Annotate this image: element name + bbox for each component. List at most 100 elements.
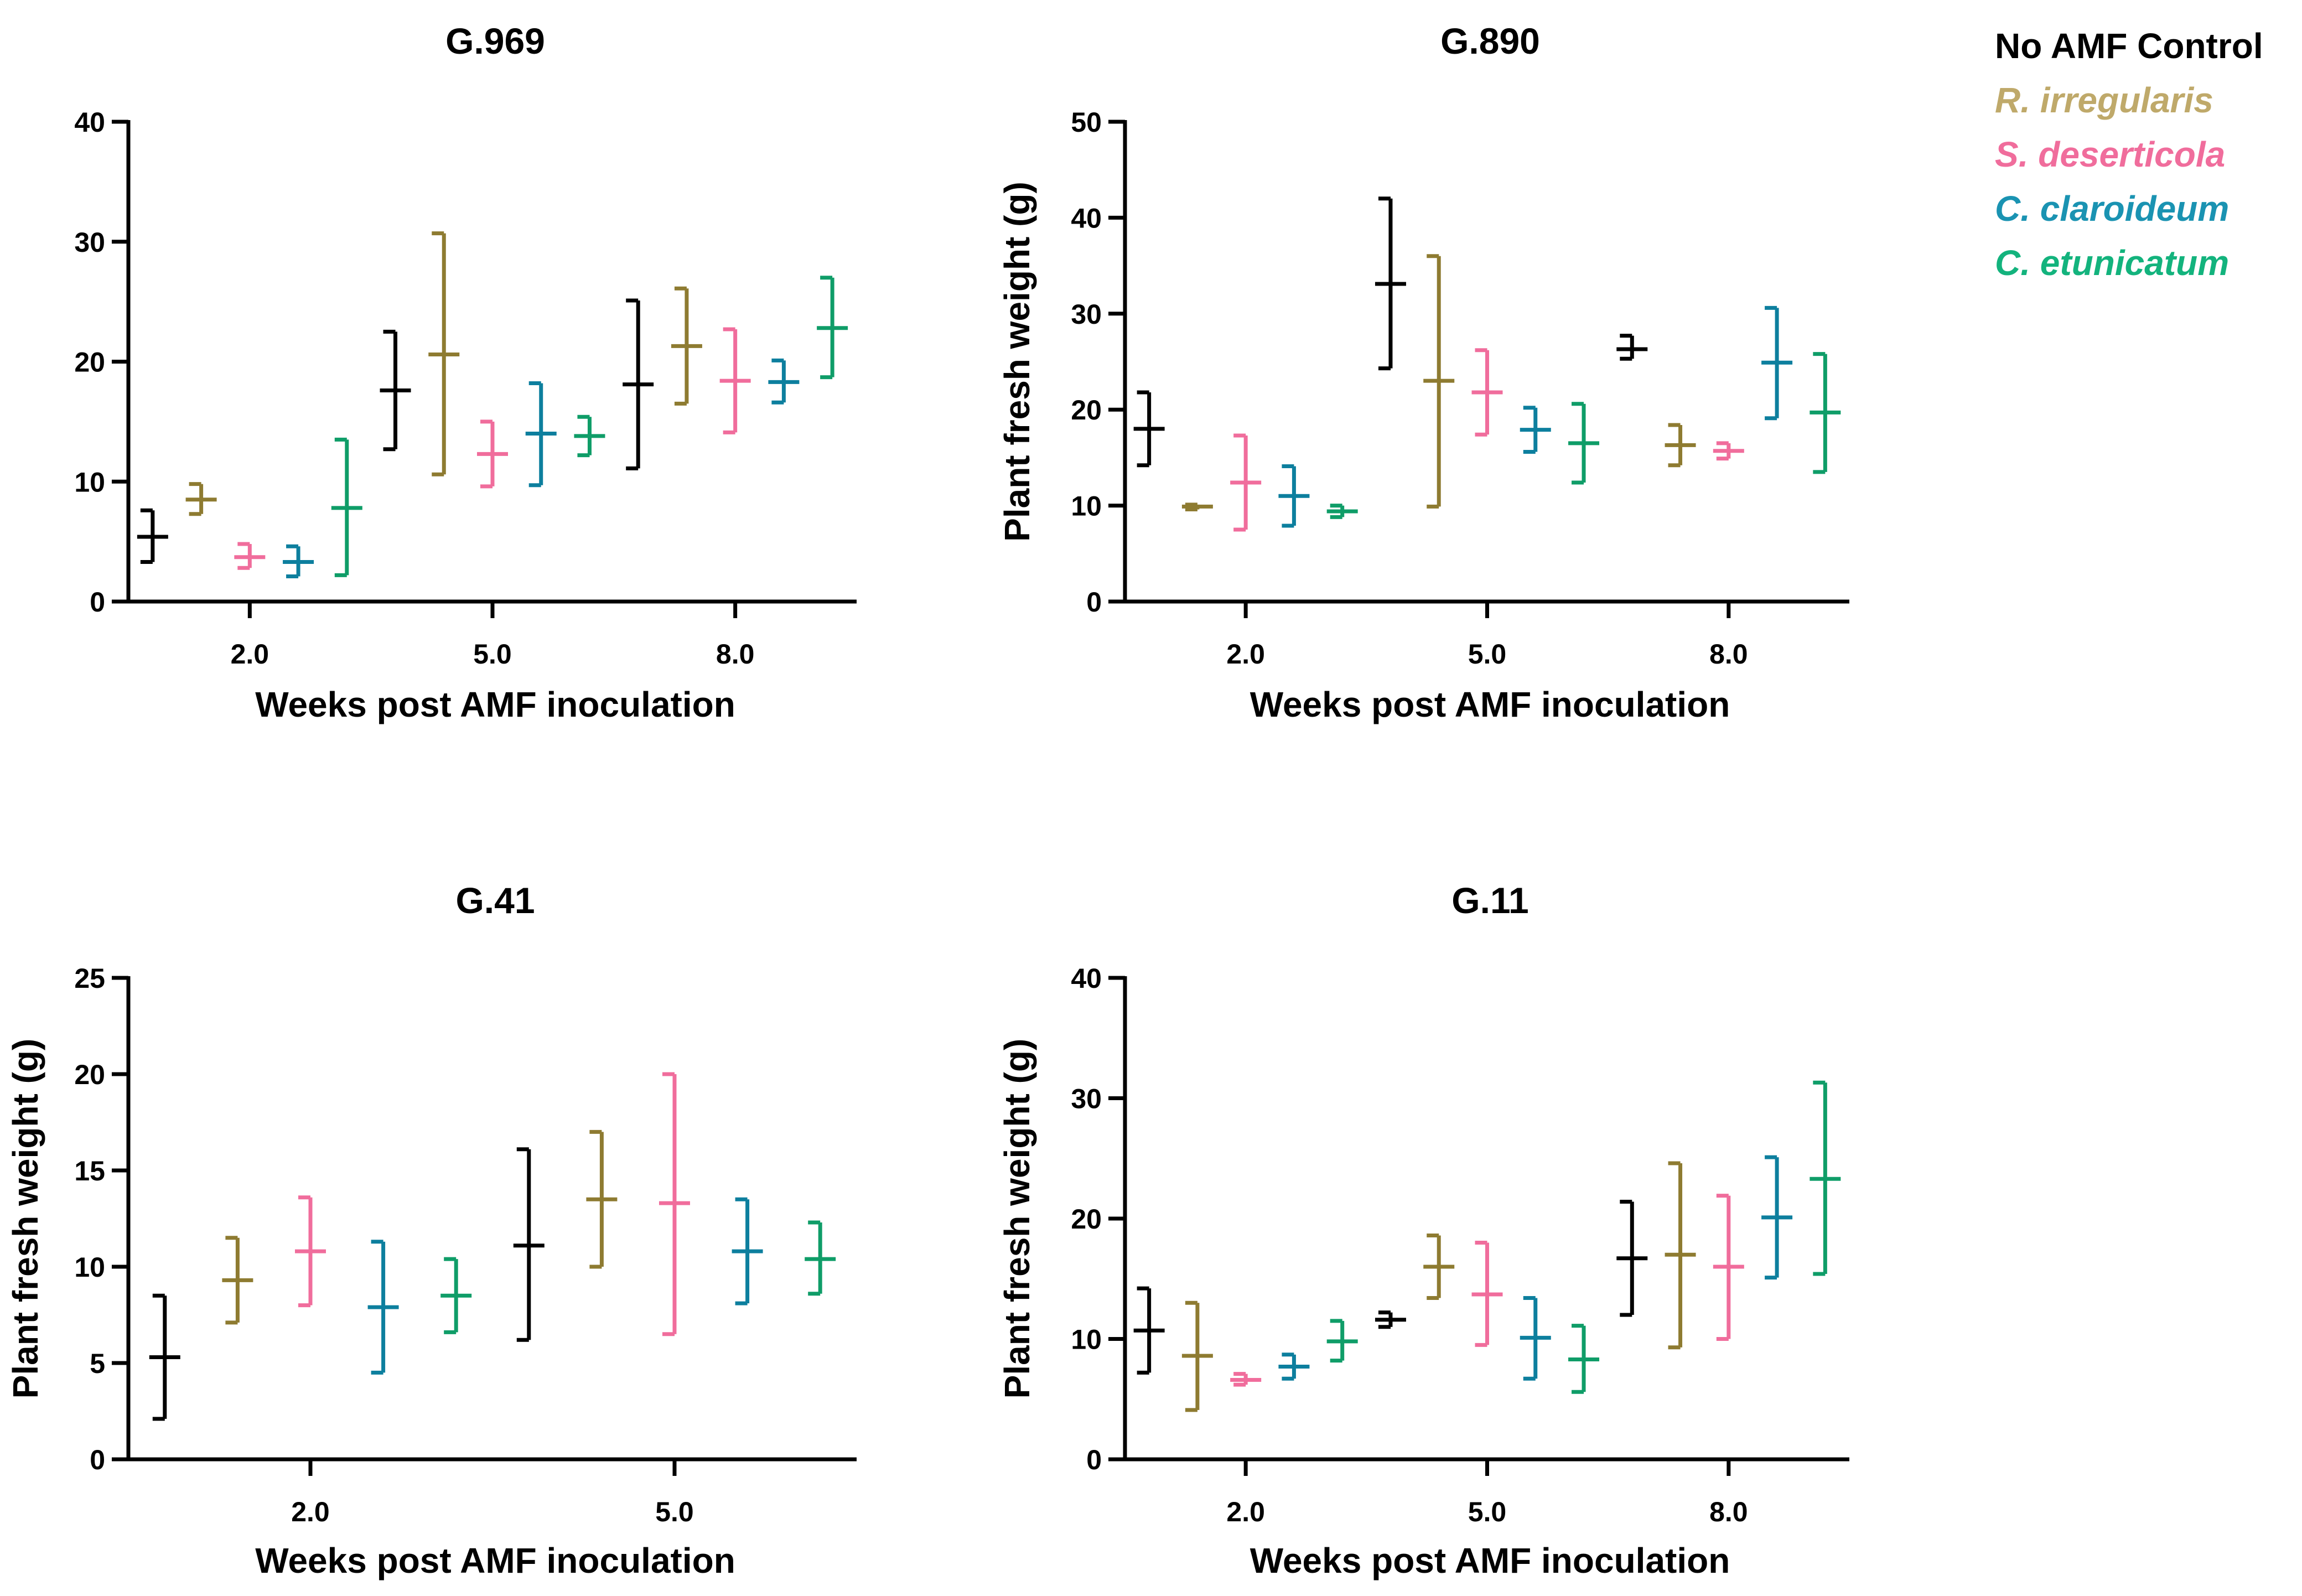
g-41-x-tick-label: 5.0 xyxy=(655,1496,694,1527)
g-11-no-amf-control-errorbar xyxy=(1616,1200,1648,1317)
g-969-y-tick-label: 40 xyxy=(74,107,105,138)
g-890-c-claroideum-errorbar xyxy=(1278,464,1310,528)
g-41-s-deserticola-errorbar xyxy=(659,1072,690,1336)
g-890-c-claroideum-errorbar xyxy=(1520,406,1551,454)
g-969-x-tick-label: 2.0 xyxy=(231,639,269,670)
g-969-c-etunicatum-errorbar xyxy=(817,276,848,380)
g-11-y-axis-label: Plant fresh weight (g) xyxy=(997,1039,1037,1399)
g-11-s-deserticola-errorbar xyxy=(1471,1241,1503,1347)
g-890-c-etunicatum-errorbar xyxy=(1326,504,1358,519)
g-969-s-deserticola-errorbar xyxy=(234,542,266,570)
g-969-title: G.969 xyxy=(445,20,545,61)
g-890-c-etunicatum-errorbar xyxy=(1568,402,1600,485)
g-969-no-amf-control-errorbar xyxy=(137,508,168,564)
g-41-y-tick-label: 15 xyxy=(74,1155,105,1186)
g-11-r-irregularis-errorbar xyxy=(1181,1300,1213,1412)
g-890-y-axis-label: Plant fresh weight (g) xyxy=(997,182,1037,542)
g-41-x-tick-label: 2.0 xyxy=(291,1496,330,1527)
g-890-c-claroideum-errorbar xyxy=(1761,305,1793,421)
g-11-y-tick-label: 10 xyxy=(1071,1324,1102,1355)
legend-entry-r-irregularis: R. irregularis xyxy=(1995,80,2213,120)
g-11-x-axis-label: Weeks post AMF inoculation xyxy=(1250,1541,1730,1581)
g-41-c-claroideum-errorbar xyxy=(367,1240,399,1375)
g-969-x-axis-label: Weeks post AMF inoculation xyxy=(255,685,735,724)
g-41-y-tick-label: 0 xyxy=(90,1444,105,1475)
g-969-c-claroideum-errorbar xyxy=(768,358,800,405)
legend-entry-no-amf-control: No AMF Control xyxy=(1995,26,2263,66)
g-969-r-irregularis-errorbar xyxy=(671,286,702,406)
g-41-c-etunicatum-errorbar xyxy=(440,1257,472,1334)
g-969-y-tick-label: 0 xyxy=(90,587,105,618)
g-41-title: G.41 xyxy=(455,880,535,921)
g-41-no-amf-control-errorbar xyxy=(149,1293,180,1421)
g-890-x-tick-label: 8.0 xyxy=(1709,639,1748,670)
g-41-y-axis-label: Plant fresh weight (g) xyxy=(6,1039,45,1399)
g-890-y-tick-label: 30 xyxy=(1071,299,1102,330)
g-890-x-tick-label: 5.0 xyxy=(1468,639,1507,670)
g-890-c-etunicatum-errorbar xyxy=(1810,352,1841,474)
g-11-c-claroideum-errorbar xyxy=(1761,1155,1793,1280)
g-969-y-tick-label: 10 xyxy=(74,467,105,498)
g-969-y-tick-label: 20 xyxy=(74,347,105,378)
g-11-r-irregularis-errorbar xyxy=(1423,1233,1455,1300)
g-41-y-tick-label: 25 xyxy=(74,963,105,994)
panel-g11: G.11 0 10 20 30 40 2.0 5.0 8.0 Weeks post AMF ino… xyxy=(997,880,1849,1581)
panel-g41: G.41 0 5 10 15 20 25 2.0 5.0 Weeks post AMF inocu… xyxy=(6,880,857,1581)
g-11-no-amf-control-errorbar xyxy=(1375,1310,1406,1329)
g-11-c-etunicatum-errorbar xyxy=(1326,1319,1358,1363)
g-890-no-amf-control-errorbar xyxy=(1375,196,1406,371)
g-890-x-tick-label: 2.0 xyxy=(1226,639,1265,670)
g-11-y-tick-label: 40 xyxy=(1071,963,1102,994)
g-969-c-claroideum-errorbar xyxy=(283,544,314,578)
g-890-r-irregularis-errorbar xyxy=(1181,502,1213,512)
g-11-y-tick-label: 30 xyxy=(1071,1084,1102,1115)
g-41-c-etunicatum-errorbar xyxy=(805,1220,836,1296)
g-969-r-irregularis-errorbar xyxy=(428,231,460,476)
g-41-x-axis-label: Weeks post AMF inoculation xyxy=(255,1541,735,1581)
g-11-no-amf-control-errorbar xyxy=(1133,1286,1165,1375)
g-969-y-tick-label: 30 xyxy=(74,227,105,258)
g-969-c-claroideum-errorbar xyxy=(525,381,557,488)
g-890-y-tick-label: 40 xyxy=(1071,203,1102,234)
g-41-r-irregularis-errorbar xyxy=(222,1236,253,1325)
g-890-no-amf-control-errorbar xyxy=(1616,334,1648,361)
panel-g969: G.969 0 10 20 30 40 2.0 5.0 8.0 Weeks post AMF in… xyxy=(74,20,857,724)
g-969-x-tick-label: 8.0 xyxy=(716,639,755,670)
g-41-y-tick-label: 5 xyxy=(90,1348,105,1379)
g-11-c-claroideum-errorbar xyxy=(1520,1296,1551,1381)
g-11-y-tick-label: 0 xyxy=(1086,1444,1102,1475)
g-11-x-tick-label: 5.0 xyxy=(1468,1496,1507,1527)
g-890-y-tick-label: 0 xyxy=(1086,587,1102,618)
g-11-c-etunicatum-errorbar xyxy=(1810,1080,1841,1276)
g-11-s-deserticola-errorbar xyxy=(1230,1372,1262,1387)
legend-entry-c-etunicatum: C. etunicatum xyxy=(1995,243,2229,283)
g-11-s-deserticola-errorbar xyxy=(1713,1194,1744,1341)
g-890-r-irregularis-errorbar xyxy=(1665,423,1696,468)
g-41-s-deserticola-errorbar xyxy=(295,1195,326,1308)
g-11-c-etunicatum-errorbar xyxy=(1568,1324,1600,1394)
g-11-x-tick-label: 8.0 xyxy=(1709,1496,1748,1527)
g-969-s-deserticola-errorbar xyxy=(719,327,751,434)
g-969-c-etunicatum-errorbar xyxy=(574,414,605,458)
g-890-y-tick-label: 20 xyxy=(1071,395,1102,426)
legend-entry-s-deserticola: S. deserticola xyxy=(1995,134,2225,174)
legend: No AMF Control R. irregularis S. desertico… xyxy=(1995,26,2263,283)
legend-entry-c-claroideum: C. claroideum xyxy=(1995,189,2229,229)
g-969-no-amf-control-errorbar xyxy=(623,298,654,470)
g-41-c-claroideum-errorbar xyxy=(732,1197,763,1305)
panel-g890: G.890 0 10 20 30 40 50 2.0 5.0 8.0 Weeks post AMF … xyxy=(997,20,1849,724)
g-41-y-tick-label: 20 xyxy=(74,1059,105,1090)
g-890-s-deserticola-errorbar xyxy=(1230,433,1262,532)
g-11-x-tick-label: 2.0 xyxy=(1226,1496,1265,1527)
g-969-s-deserticola-errorbar xyxy=(477,419,508,489)
g-41-no-amf-control-errorbar xyxy=(513,1147,545,1342)
g-890-y-tick-label: 10 xyxy=(1071,491,1102,522)
g-41-y-tick-label: 10 xyxy=(74,1252,105,1283)
g-969-r-irregularis-errorbar xyxy=(185,482,217,516)
g-11-title: G.11 xyxy=(1451,880,1528,921)
g-890-s-deserticola-errorbar xyxy=(1713,441,1744,461)
g-890-no-amf-control-errorbar xyxy=(1133,390,1165,468)
g-890-y-tick-label: 50 xyxy=(1071,107,1102,138)
g-890-s-deserticola-errorbar xyxy=(1471,348,1503,437)
